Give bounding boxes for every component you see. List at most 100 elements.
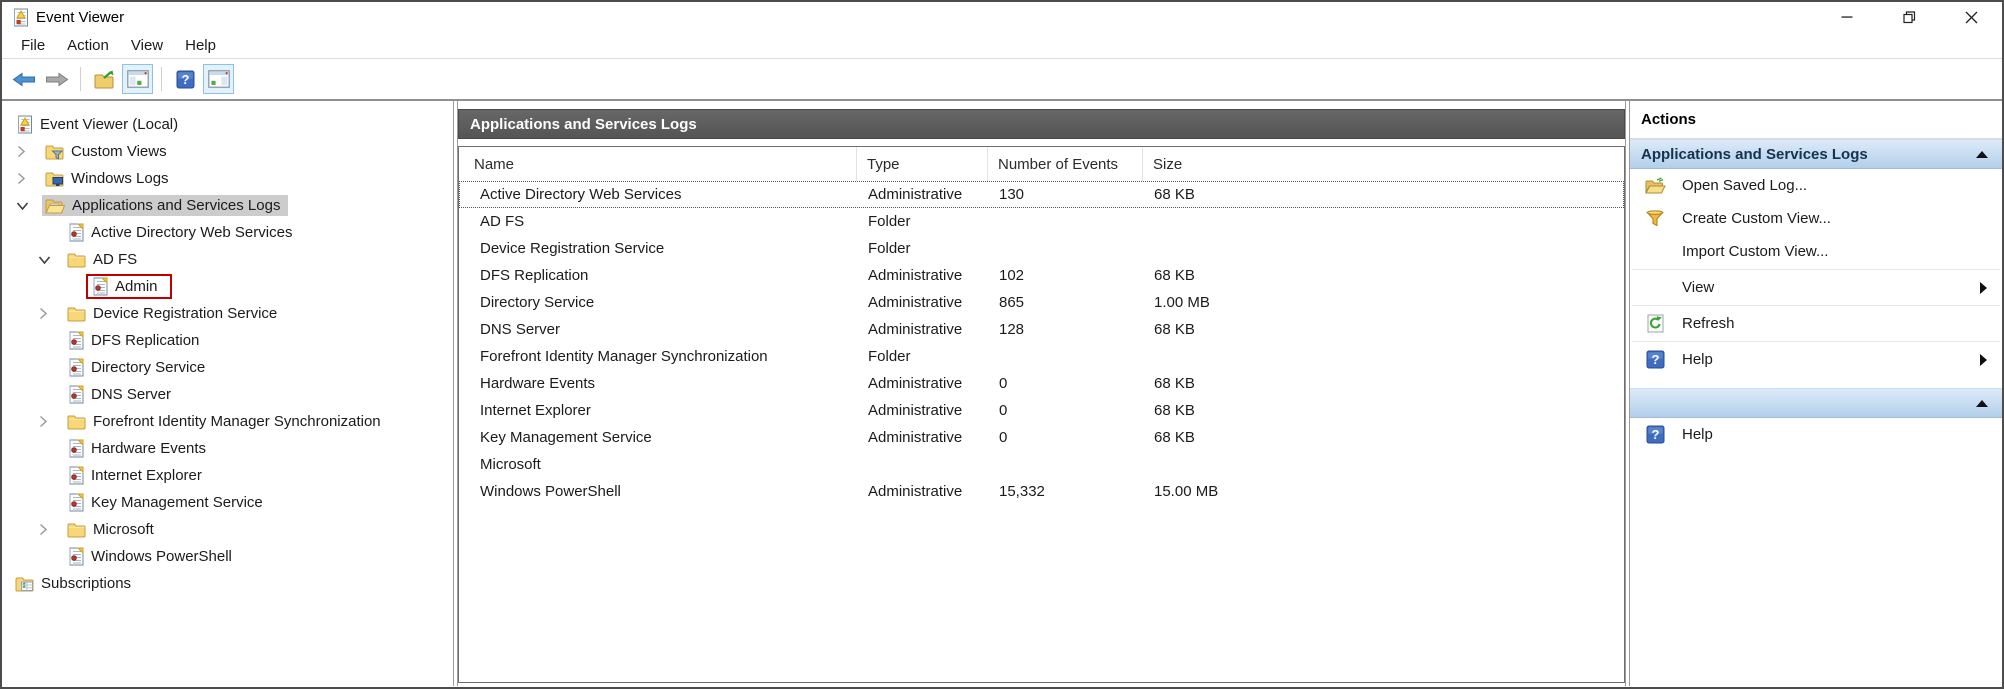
tree-item-label: Event Viewer (Local): [40, 116, 179, 133]
minimize-button[interactable]: [1816, 2, 1878, 32]
restore-button[interactable]: [1878, 2, 1940, 32]
submenu-arrow-icon: [1980, 353, 1987, 366]
results-pane: Applications and Services Logs Name Type N…: [458, 101, 1625, 686]
tree-item-body: Device Registration Service: [64, 303, 285, 324]
action-help[interactable]: ? Help: [1630, 343, 2002, 376]
tree-item-applications-and-services-logs[interactable]: Applications and Services Logs: [2, 192, 453, 219]
chevron-down-icon[interactable]: [38, 255, 64, 265]
log-cell-type: Folder: [868, 240, 911, 257]
tree-item-label: Hardware Events: [91, 440, 207, 457]
chevron-right-icon[interactable]: [38, 307, 64, 320]
tree-item-microsoft[interactable]: Microsoft: [2, 516, 453, 543]
column-header-type[interactable]: Type: [857, 147, 988, 181]
log-row-forefront-identity-manager-synchronization[interactable]: Forefront Identity Manager Synchronizati…: [459, 343, 1624, 370]
log-row-ad-fs[interactable]: AD FS Folder: [459, 208, 1624, 235]
tree-item-device-registration-service[interactable]: Device Registration Service: [2, 300, 453, 327]
log-row-dfs-replication[interactable]: DFS Replication Administrative 102 68 KB: [459, 262, 1624, 289]
results-pane-title: Applications and Services Logs: [470, 115, 697, 133]
tree-splitter[interactable]: [453, 101, 458, 686]
tree-item-dns-server[interactable]: DNS Server: [2, 381, 453, 408]
help-icon: ?: [176, 70, 195, 89]
action-divider: [1632, 269, 2000, 270]
tree-item-active-directory-web-services[interactable]: Active Directory Web Services: [2, 219, 453, 246]
tree-item-forefront-identity-manager-synchronization[interactable]: Forefront Identity Manager Synchronizati…: [2, 408, 453, 435]
menu-item-help[interactable]: Help: [185, 36, 216, 54]
tree-item-directory-service[interactable]: Directory Service: [2, 354, 453, 381]
tree-item-label: Admin: [115, 278, 158, 295]
chevron-right-icon[interactable]: [16, 145, 42, 158]
folder-icon: [67, 306, 86, 322]
tree-item-label: DFS Replication: [91, 332, 200, 349]
annotation-highlight-box: Admin: [86, 274, 172, 299]
log-row-internet-explorer[interactable]: Internet Explorer Administrative 0 68 KB: [459, 397, 1624, 424]
log-row-dns-server[interactable]: DNS Server Administrative 128 68 KB: [459, 316, 1624, 343]
log-cell-name: Active Directory Web Services: [480, 186, 682, 203]
actions-section-header[interactable]: [1630, 388, 2002, 418]
log-cell-type: Administrative: [868, 186, 963, 203]
main-content: Event Viewer (Local) Custom Views Windows …: [2, 101, 2002, 686]
tree-item-admin[interactable]: Admin: [2, 273, 453, 300]
chevron-right-icon[interactable]: [16, 172, 42, 185]
column-header-name[interactable]: Name: [459, 147, 857, 181]
actions-body: Applications and Services Logs Open Saved…: [1630, 139, 2002, 451]
action-open-saved-log[interactable]: Open Saved Log...: [1630, 169, 2002, 202]
help-icon: ?: [1642, 350, 1668, 369]
menu-item-action[interactable]: Action: [67, 36, 109, 54]
log-cell-name: Forefront Identity Manager Synchronizati…: [480, 348, 768, 365]
actions-section-header-applications-and-services-logs[interactable]: Applications and Services Logs: [1630, 139, 2002, 169]
action-create-custom-view[interactable]: Create Custom View...: [1630, 202, 2002, 235]
tree-item-subscriptions[interactable]: Subscriptions: [2, 570, 453, 597]
column-header-number-of-events[interactable]: Number of Events: [988, 147, 1143, 181]
chevron-right-icon[interactable]: [38, 415, 64, 428]
forward-button[interactable]: [41, 64, 72, 94]
tree-item-dfs-replication[interactable]: DFS Replication: [2, 327, 453, 354]
action-help[interactable]: ? Help: [1630, 418, 2002, 451]
log-row-key-management-service[interactable]: Key Management Service Administrative 0 68 …: [459, 424, 1624, 451]
folder-icon: [67, 522, 86, 538]
menu-item-view[interactable]: View: [130, 36, 164, 54]
action-refresh[interactable]: Refresh: [1630, 307, 2002, 340]
log-icon: [67, 466, 84, 485]
action-label: Import Custom View...: [1682, 243, 1829, 260]
tree-item-windows-logs[interactable]: Windows Logs: [2, 165, 453, 192]
tree-item-ad-fs[interactable]: AD FS: [2, 246, 453, 273]
log-cell-type: Administrative: [868, 294, 963, 311]
action-divider: [1632, 341, 2000, 342]
show-hide-action-pane-button[interactable]: [203, 64, 234, 94]
open-saved-log-button[interactable]: [89, 64, 120, 94]
tree-item-custom-views[interactable]: Custom Views: [2, 138, 453, 165]
toolbar-separator: [80, 67, 81, 91]
action-import-custom-view[interactable]: Import Custom View...: [1630, 235, 2002, 268]
actions-splitter[interactable]: [1625, 101, 1630, 686]
tree-item-event-viewer-local[interactable]: Event Viewer (Local): [2, 111, 453, 138]
tree-item-windows-powershell[interactable]: Windows PowerShell: [2, 543, 453, 570]
tree-item-internet-explorer[interactable]: Internet Explorer: [2, 462, 453, 489]
open-folder-icon: [1642, 177, 1668, 194]
show-hide-console-tree-button[interactable]: [122, 64, 153, 94]
tree-item-body: Applications and Services Logs: [42, 195, 289, 216]
help-button[interactable]: ?: [170, 64, 201, 94]
chevron-up-icon[interactable]: [1976, 150, 1988, 158]
tree-item-hardware-events[interactable]: Hardware Events: [2, 435, 453, 462]
log-row-directory-service[interactable]: Directory Service Administrative 865 1.00 M…: [459, 289, 1624, 316]
funnel-icon: [1642, 210, 1668, 227]
action-pane-icon: [207, 70, 230, 88]
log-row-hardware-events[interactable]: Hardware Events Administrative 0 68 KB: [459, 370, 1624, 397]
menu-item-file[interactable]: File: [21, 36, 46, 54]
action-view[interactable]: View: [1630, 271, 2002, 304]
chevron-right-icon[interactable]: [38, 523, 64, 536]
column-header-size[interactable]: Size: [1153, 155, 1183, 173]
log-row-active-directory-web-services[interactable]: Active Directory Web Services Administrat…: [459, 181, 1624, 208]
log-row-microsoft[interactable]: Microsoft: [459, 451, 1624, 478]
chevron-down-icon[interactable]: [16, 201, 42, 211]
close-button[interactable]: [1940, 2, 2002, 32]
tree-item-key-management-service[interactable]: Key Management Service: [2, 489, 453, 516]
log-cell-size: 68 KB: [1154, 429, 1195, 446]
chevron-up-icon[interactable]: [1976, 399, 1988, 407]
tree-item-label: Microsoft: [93, 521, 154, 538]
log-cell-size: 68 KB: [1154, 402, 1195, 419]
actions-pane: Actions Applications and Services Logs Op…: [1630, 101, 2002, 686]
log-row-windows-powershell[interactable]: Windows PowerShell Administrative 15,332 15…: [459, 478, 1624, 505]
log-row-device-registration-service[interactable]: Device Registration Service Folder: [459, 235, 1624, 262]
back-button[interactable]: [8, 64, 39, 94]
